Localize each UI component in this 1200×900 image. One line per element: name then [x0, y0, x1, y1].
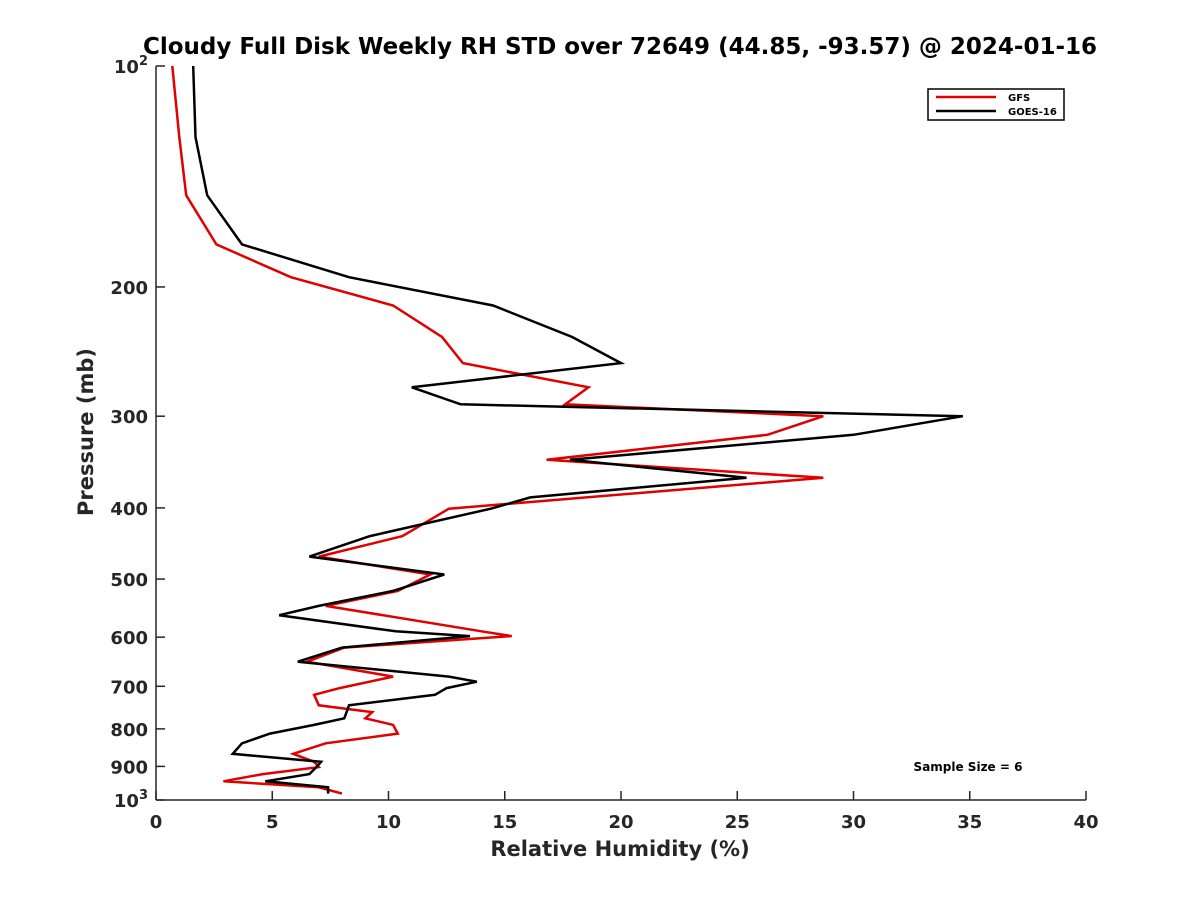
series-line-gfs — [171, 65, 824, 795]
y-tick-label: 200 — [110, 278, 148, 299]
series-layer — [171, 65, 964, 795]
sample-size-annotation: Sample Size = 6 — [914, 760, 1023, 774]
y-tick-label: 800 — [110, 720, 148, 741]
axes-layer: 0 5 10 15 20 25 30 35 40 102 200 300 400 500 600 700 800… — [110, 54, 1098, 833]
y-tick-label: 900 — [110, 757, 148, 778]
y-tick-label: 103 — [114, 788, 148, 812]
x-tick-label: 15 — [492, 812, 517, 833]
y-tick-label: 102 — [114, 54, 148, 78]
legend-label-gfs: GFS — [1008, 93, 1030, 104]
chart-title: Cloudy Full Disk Weekly RH STD over 7264… — [143, 34, 1097, 60]
x-tick-label: 30 — [841, 812, 866, 833]
x-tick-label: 20 — [608, 812, 633, 833]
x-tick-label: 0 — [150, 812, 163, 833]
legend: GFS GOES-16 — [927, 88, 1065, 121]
y-tick-label: 700 — [110, 677, 148, 698]
y-tick-label: 400 — [110, 499, 148, 520]
x-tick-label: 5 — [266, 812, 279, 833]
x-axis-label: Relative Humidity (%) — [490, 837, 749, 861]
legend-box — [927, 88, 1065, 121]
series-line-goes16 — [191, 65, 964, 794]
y-tick-label: 500 — [110, 570, 148, 591]
x-tick-label: 10 — [376, 812, 401, 833]
y-tick-label: 600 — [110, 628, 148, 649]
x-tick-label: 40 — [1073, 812, 1098, 833]
x-tick-label: 35 — [957, 812, 982, 833]
y-axis-label: Pressure (mb) — [74, 348, 98, 516]
legend-label-goes16: GOES-16 — [1008, 107, 1057, 118]
y-tick-label: 300 — [110, 407, 148, 428]
x-tick-label: 25 — [725, 812, 750, 833]
